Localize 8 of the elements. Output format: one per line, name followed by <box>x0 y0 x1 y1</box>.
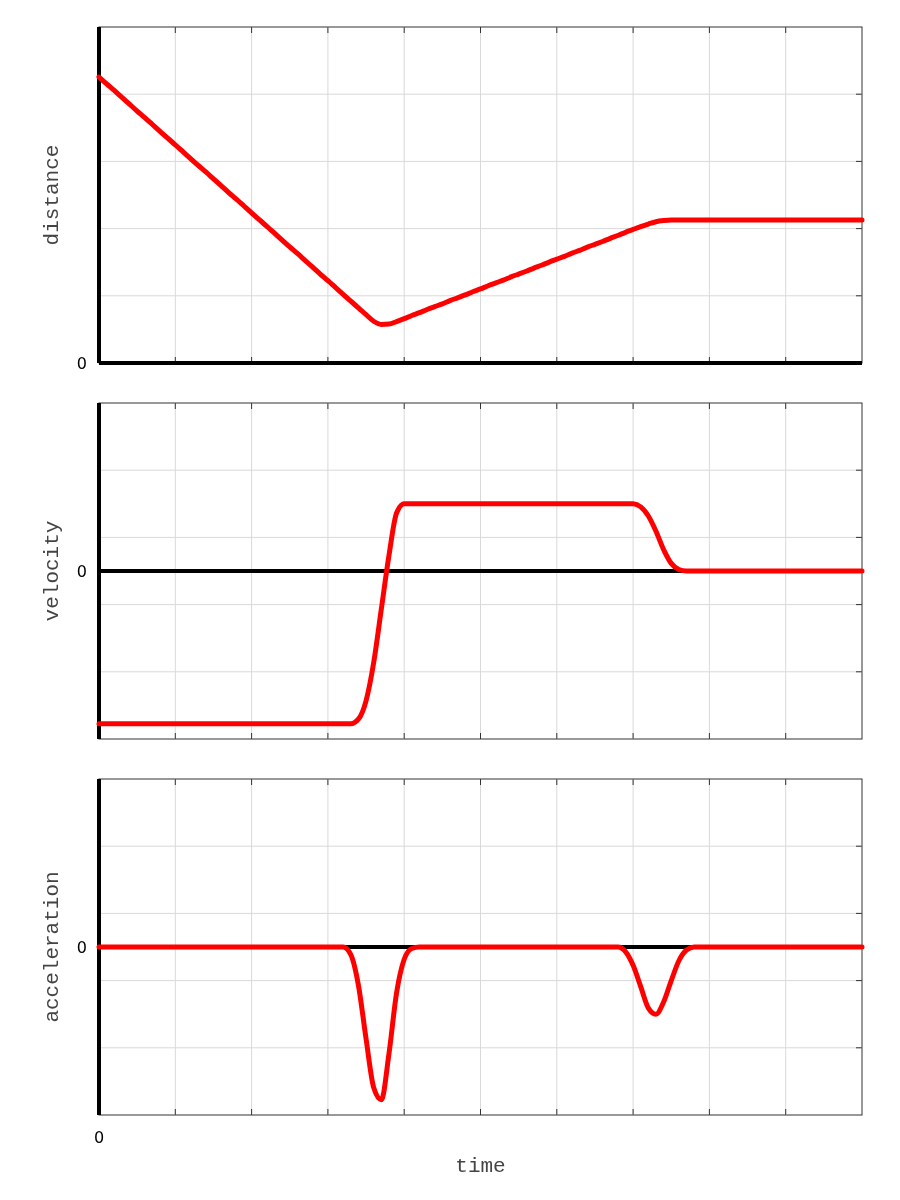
text: 0 <box>76 562 87 581</box>
text: 0 <box>93 1128 105 1147</box>
text: 0 <box>76 354 87 373</box>
y-axis-title: distance <box>41 144 64 246</box>
x-axis-title: time <box>455 1155 506 1178</box>
y-axis-title: acceleration <box>41 871 64 1023</box>
y-axis-title: velocity <box>41 520 64 622</box>
text: 0 <box>76 938 87 957</box>
